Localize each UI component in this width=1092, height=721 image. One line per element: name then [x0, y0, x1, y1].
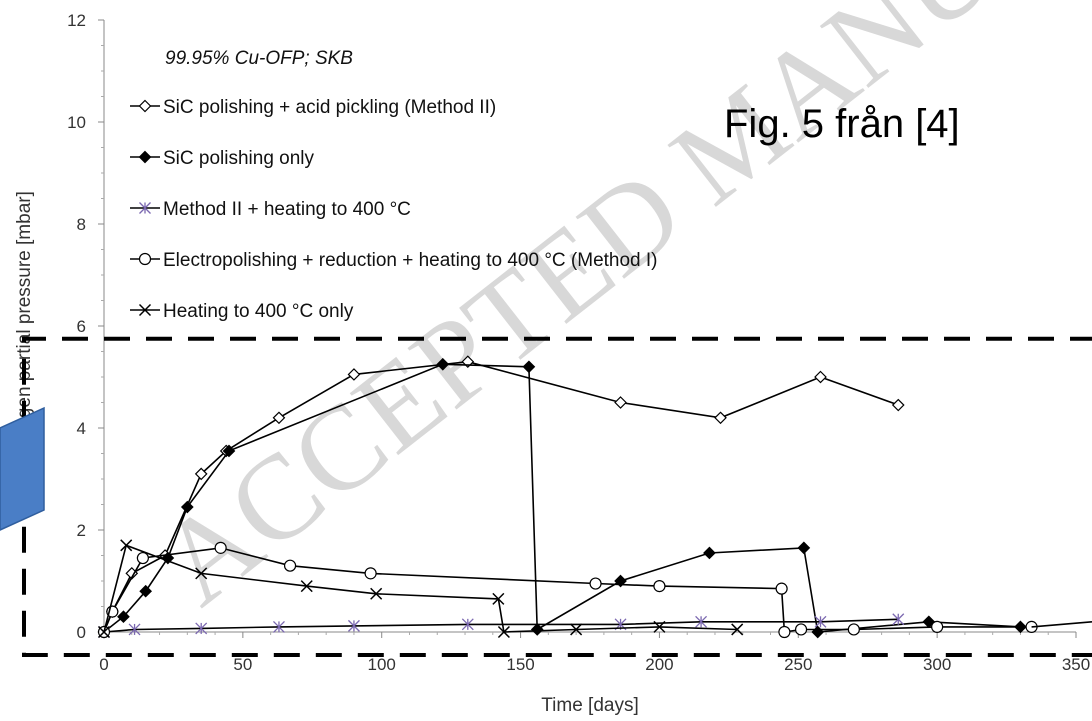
data-point	[695, 615, 708, 628]
data-point	[195, 622, 208, 635]
legend-marker	[139, 202, 151, 214]
data-point	[714, 411, 727, 425]
data-point	[570, 623, 583, 636]
legend-entry-4: Electropolishing + reduction + heating t…	[130, 250, 658, 271]
legend-entry-3: Method II + heating to 400 °C	[130, 199, 411, 220]
data-point	[891, 398, 905, 412]
legend-label: SiC polishing + acid pickling (Method II…	[163, 97, 496, 118]
y-tick-label: 12	[67, 11, 86, 30]
chart-subtitle: 99.95% Cu-OFP; SKB	[165, 48, 353, 69]
legend-label: Electropolishing + reduction + heating t…	[163, 250, 658, 271]
legend-entry-5: Heating to 400 °C only	[130, 301, 354, 322]
data-point	[222, 444, 236, 458]
x-marker-stroke	[300, 580, 313, 593]
series-line-3	[103, 618, 899, 633]
callout-shape	[0, 406, 45, 531]
data-point	[139, 584, 153, 598]
legend-label: Heating to 400 °C only	[163, 301, 354, 322]
data-point	[492, 592, 505, 605]
x-marker-stroke	[731, 623, 744, 636]
x-tick-label: 150	[506, 655, 534, 674]
legend-marker	[138, 99, 152, 113]
y-axis-title: Hydrogen partial pressure [mbar]	[14, 191, 35, 469]
data-point	[614, 396, 627, 409]
data-point	[814, 615, 827, 628]
data-point	[128, 623, 141, 636]
y-tick-label: 10	[67, 113, 86, 132]
x-marker-stroke	[97, 625, 111, 639]
data-point	[461, 618, 474, 631]
data-point	[214, 541, 227, 554]
data-point	[180, 500, 194, 514]
legend-marker	[138, 303, 152, 317]
data-point	[120, 539, 133, 552]
x-marker-stroke	[497, 625, 510, 639]
data-point	[811, 625, 825, 639]
y-tick-label: 8	[77, 215, 86, 234]
x-tick-label: 0	[99, 655, 108, 674]
legend-entry-1: SiC polishing + acid pickling (Method II…	[130, 97, 496, 118]
series-5	[97, 539, 744, 639]
data-point	[892, 613, 905, 626]
x-marker-stroke	[570, 623, 583, 636]
legend-marker	[138, 150, 152, 164]
x-axis-title: Time [days]	[541, 695, 639, 716]
x-tick-label: 350	[1062, 655, 1090, 674]
data-point	[347, 368, 361, 381]
data-point	[272, 411, 286, 425]
data-point	[653, 579, 666, 593]
data-point	[97, 625, 111, 639]
x-marker-stroke	[370, 587, 383, 600]
x-marker-stroke	[120, 539, 133, 552]
x-marker-stroke	[138, 303, 152, 317]
data-point	[364, 567, 377, 580]
data-point	[794, 623, 808, 636]
y-tick-label: 4	[77, 419, 86, 438]
data-point	[300, 580, 313, 593]
data-point	[931, 620, 944, 634]
data-point	[347, 619, 360, 632]
x-marker-stroke	[195, 567, 208, 580]
series-continuation-line	[1031, 621, 1092, 628]
data-point	[530, 623, 544, 636]
data-point	[847, 623, 860, 636]
data-point	[136, 551, 149, 565]
x-marker-stroke	[492, 592, 505, 605]
x-tick-label: 100	[368, 655, 396, 674]
data-point	[814, 370, 827, 384]
x-tick-label: 200	[645, 655, 673, 674]
data-point	[797, 541, 811, 555]
data-point	[778, 625, 791, 639]
data-point	[195, 567, 208, 580]
figure-annotation: Fig. 5 från [4]	[724, 102, 960, 146]
y-tick-label: 6	[77, 317, 86, 336]
data-point	[522, 360, 536, 374]
data-point	[370, 587, 383, 600]
data-point	[117, 610, 130, 624]
x-tick-label: 300	[923, 655, 951, 674]
legend-label: Method II + heating to 400 °C	[163, 199, 411, 220]
series-line-5	[103, 544, 738, 633]
x-tick-label: 250	[784, 655, 812, 674]
data-point	[731, 623, 744, 636]
data-point	[589, 577, 602, 590]
data-point	[194, 467, 208, 481]
data-point	[775, 582, 788, 595]
data-point	[703, 546, 716, 560]
x-marker-stroke	[653, 620, 666, 633]
y-tick-label: 0	[77, 623, 86, 642]
data-point	[653, 620, 666, 633]
data-point	[497, 625, 510, 639]
legend-marker	[138, 252, 152, 266]
data-point	[436, 357, 450, 371]
legend-entry-2: SiC polishing only	[130, 148, 315, 169]
legend-label: SiC polishing only	[163, 148, 315, 169]
x-tick-label: 50	[233, 655, 252, 674]
data-point	[273, 620, 285, 633]
data-point	[283, 559, 297, 572]
y-tick-label: 2	[77, 521, 86, 540]
